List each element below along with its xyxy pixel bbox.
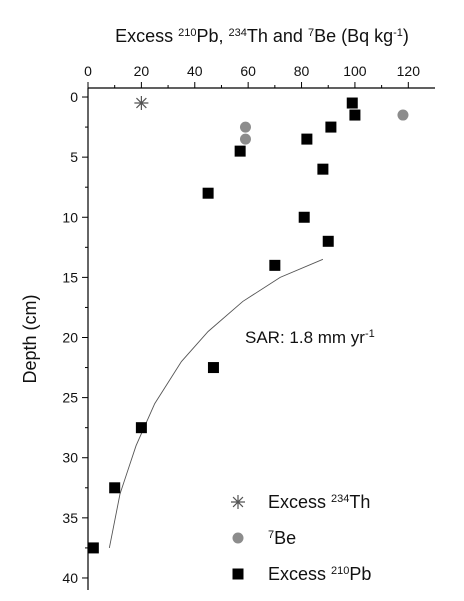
point [134,96,149,111]
annotation: SAR: 1.8 mm yr-1 [245,328,375,347]
text-part: Be (Bq kg [314,26,393,46]
legend-marker [232,568,244,580]
y-tick-label: 15 [62,269,78,285]
x-tick-label: 120 [397,63,421,79]
y-tick-label: 20 [62,329,78,345]
point [202,187,214,199]
y-tick-label: 0 [70,89,78,105]
point [322,235,334,247]
text-part: Pb [349,564,371,584]
y-tick-label: 5 [70,149,78,165]
point [346,97,358,109]
point [298,211,310,223]
point [234,145,246,157]
superscript: -1 [365,328,375,340]
point [349,109,361,121]
x-tick-label: 100 [343,63,367,79]
text-part: Pb, [197,26,229,46]
superscript: 234 [229,27,247,39]
fit-curve [108,258,324,549]
point [239,121,251,133]
superscript: -1 [393,27,403,39]
x-tick-label: 60 [240,63,256,79]
text-part: Excess [268,492,331,512]
x-tick-label: 40 [187,63,203,79]
point [317,163,329,175]
legend-marker [232,532,244,544]
superscript: 7 [268,529,274,541]
y-tick-label: 10 [62,209,78,225]
y-tick-label: 25 [62,390,78,406]
chart-title: Excess 210Pb, 234Th and 7Be (Bq kg-1) [115,26,409,46]
text-part: SAR: 1.8 mm yr [245,328,365,347]
superscript: 7 [308,27,314,39]
point [397,109,409,121]
legend-label: 7Be [268,528,296,548]
point [325,121,337,133]
text-part: Th [349,492,370,512]
point [301,133,313,145]
legend-label: Excess 234Th [268,492,370,512]
text-part: Be [274,528,296,548]
x-tick-label: 0 [84,63,92,79]
y-tick-label: 40 [62,570,78,586]
point [87,542,99,554]
text-part: ) [403,26,409,46]
y-axis-label: Depth (cm) [20,294,40,383]
text-part: Th and [247,26,308,46]
point [207,362,219,374]
x-tick-label: 20 [134,63,150,79]
text-part: Excess [115,26,178,46]
point [239,133,251,145]
superscript: 210 [178,27,196,39]
point [109,482,121,494]
legend-marker [231,495,245,509]
x-tick-label: 80 [294,63,310,79]
y-tick-label: 30 [62,450,78,466]
superscript: 234 [331,493,349,505]
point [269,259,281,271]
text-part: Excess [268,564,331,584]
y-tick-label: 35 [62,510,78,526]
superscript: 210 [331,565,349,577]
point [135,422,147,434]
legend-label: Excess 210Pb [268,564,371,584]
